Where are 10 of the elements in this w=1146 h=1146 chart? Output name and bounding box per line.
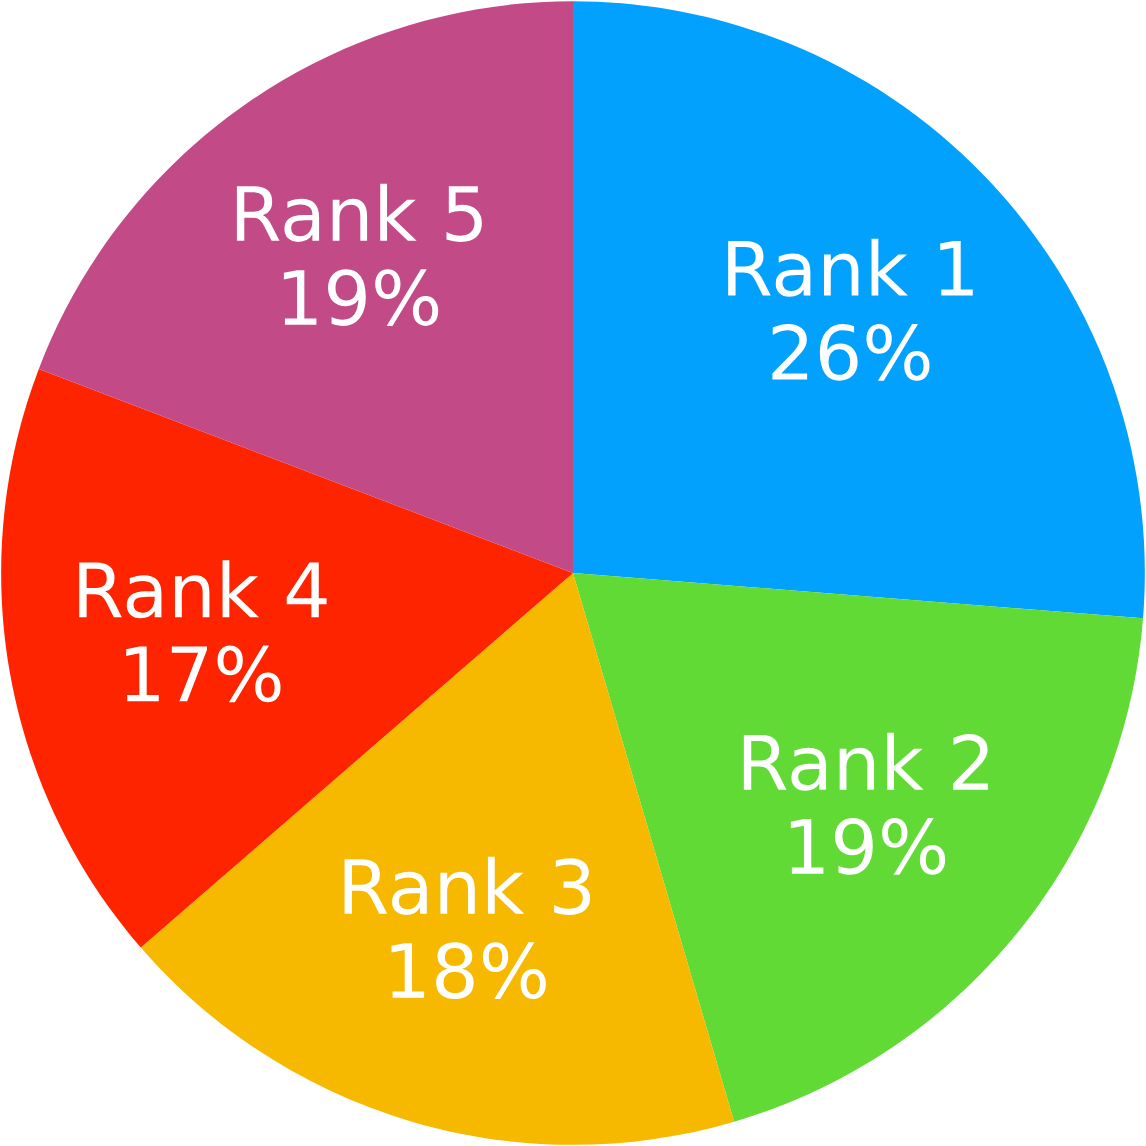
data-label: 19% <box>790 818 946 875</box>
slice-label: Rank 1 <box>728 238 973 297</box>
data-label: 18% <box>391 942 546 999</box>
slice-label: Rank 4 <box>79 560 327 619</box>
slice-label: Rank 3 <box>344 856 591 915</box>
data-label: 19% <box>283 269 439 326</box>
data-label: 26% <box>772 323 930 381</box>
data-label: 17% <box>126 645 281 703</box>
slice-label: Rank 5 <box>236 183 482 242</box>
slice-label: Rank 2 <box>743 732 988 791</box>
